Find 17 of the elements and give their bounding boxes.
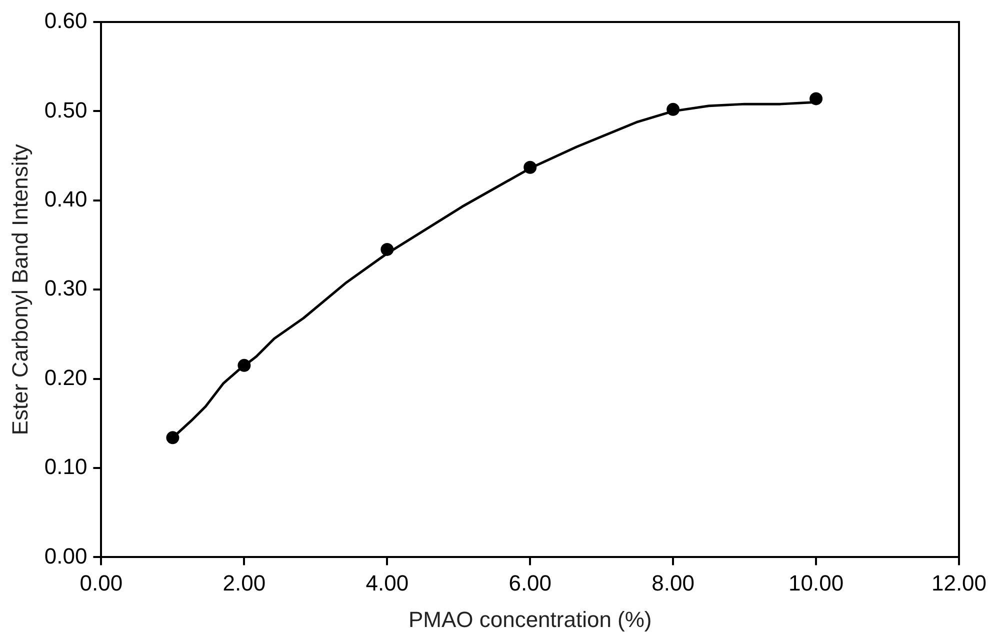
x-axis-title: PMAO concentration (%) [408, 606, 652, 632]
x-tick-label: 2.00 [222, 570, 266, 596]
y-tick-label: 0.50 [44, 97, 88, 122]
y-tick-label: 0.40 [44, 186, 88, 212]
x-tick-label: 0.00 [80, 570, 123, 596]
x-tick-label: 8.00 [652, 570, 694, 596]
point [810, 92, 823, 106]
x-tick-label: 12.00 [931, 570, 987, 596]
y-tick-label: 0.30 [44, 276, 88, 301]
y-axis-title: Ester Carbonyl Band Intensity [7, 144, 32, 436]
x-tick-label: 4.00 [366, 570, 409, 596]
y-tick-label: 0.60 [44, 8, 88, 34]
y-tick-label: 0.10 [44, 454, 88, 480]
y-tick-label: 0.00 [44, 543, 88, 568]
y-tick-label: 0.20 [44, 364, 88, 390]
x-tick-label: 6.00 [508, 570, 552, 596]
x-tick-label: 10.00 [788, 570, 844, 596]
